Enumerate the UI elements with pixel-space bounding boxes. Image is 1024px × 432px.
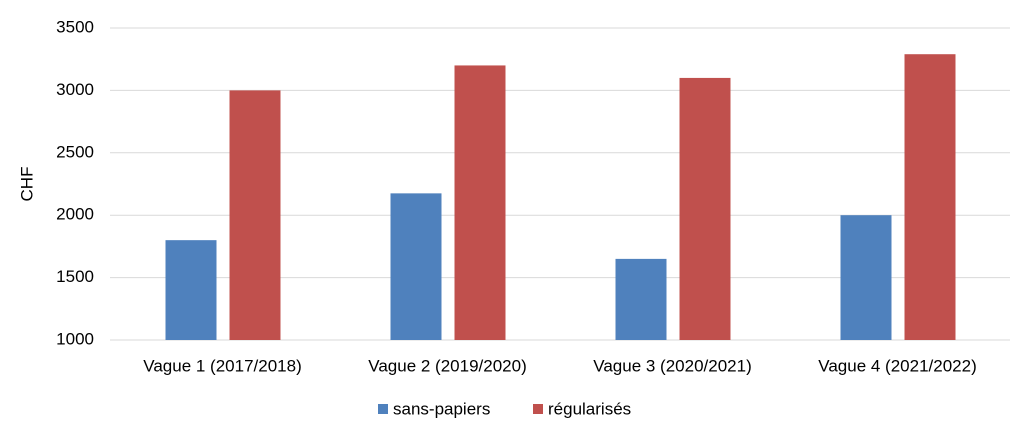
legend-label: régularisés bbox=[548, 399, 631, 418]
y-tick-label: 1000 bbox=[56, 329, 94, 348]
x-tick-label: Vague 3 (2020/2021) bbox=[593, 356, 751, 375]
legend-swatch bbox=[533, 404, 543, 414]
bar bbox=[165, 240, 217, 340]
y-tick-label: 2500 bbox=[56, 142, 94, 161]
legend-label: sans-papiers bbox=[393, 399, 490, 418]
bar bbox=[615, 258, 667, 340]
bar bbox=[390, 193, 442, 340]
bar bbox=[229, 90, 281, 341]
x-tick-label: Vague 1 (2017/2018) bbox=[143, 356, 301, 375]
bar bbox=[840, 215, 892, 340]
bar bbox=[454, 65, 506, 340]
x-tick-label: Vague 4 (2021/2022) bbox=[818, 356, 976, 375]
y-tick-label: 2000 bbox=[56, 205, 94, 224]
legend-swatch bbox=[378, 404, 388, 414]
x-tick-label: Vague 2 (2019/2020) bbox=[368, 356, 526, 375]
y-axis-label: CHF bbox=[17, 167, 36, 202]
y-tick-label: 3500 bbox=[56, 17, 94, 36]
bar bbox=[904, 54, 956, 340]
y-tick-label: 3000 bbox=[56, 80, 94, 99]
y-tick-label: 1500 bbox=[56, 267, 94, 286]
bar bbox=[679, 77, 731, 341]
